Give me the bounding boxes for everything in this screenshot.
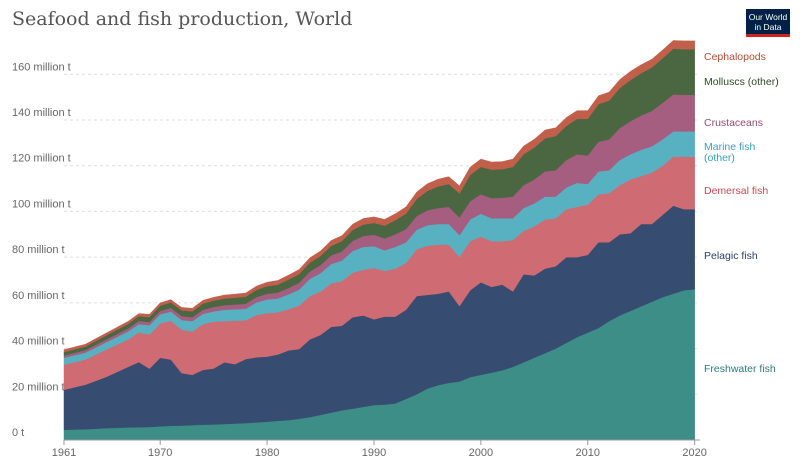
y-tick-label: 80 million t (12, 244, 65, 256)
x-tick-label: 1961 (52, 447, 76, 459)
y-tick-label: 100 million t (12, 198, 71, 210)
legend-label-pelagic-fish: Pelagic fish (704, 250, 758, 262)
y-tick-label: 140 million t (12, 107, 71, 119)
legend-label-molluscs-other: Molluscs (other) (704, 76, 779, 88)
y-tick-label: 40 million t (12, 336, 65, 348)
logo-line-1: Our World (748, 12, 788, 22)
y-tick-label: 160 million t (12, 61, 71, 73)
x-tick-label: 1980 (255, 447, 279, 459)
chart-title: Seafood and fish production, World (12, 8, 353, 30)
legend-label-crustaceans: Crustaceans (704, 117, 763, 129)
legend-label-demersal-fish: Demersal fish (704, 185, 768, 197)
y-tick-label: 0 t (12, 427, 24, 439)
y-tick-label: 60 million t (12, 290, 65, 302)
area-cephalopods (63, 40, 695, 353)
x-tick-label: 2010 (576, 447, 600, 459)
y-tick-label: 20 million t (12, 381, 65, 393)
legend-label-cephalopods: Cephalopods (704, 51, 766, 63)
logo-line-2: in Data (754, 22, 782, 32)
x-tick-label: 2020 (682, 447, 706, 459)
legend-label-freshwater-fish: Freshwater fish (704, 363, 776, 375)
legend-label-marine-fish: Marine fish (other) (704, 141, 756, 164)
y-tick-label: 120 million t (12, 153, 71, 165)
x-tick-label: 2000 (469, 447, 493, 459)
owid-logo[interactable]: Our World in Data (746, 9, 790, 37)
x-tick-label: 1990 (362, 447, 386, 459)
x-tick-label: 1970 (148, 447, 172, 459)
